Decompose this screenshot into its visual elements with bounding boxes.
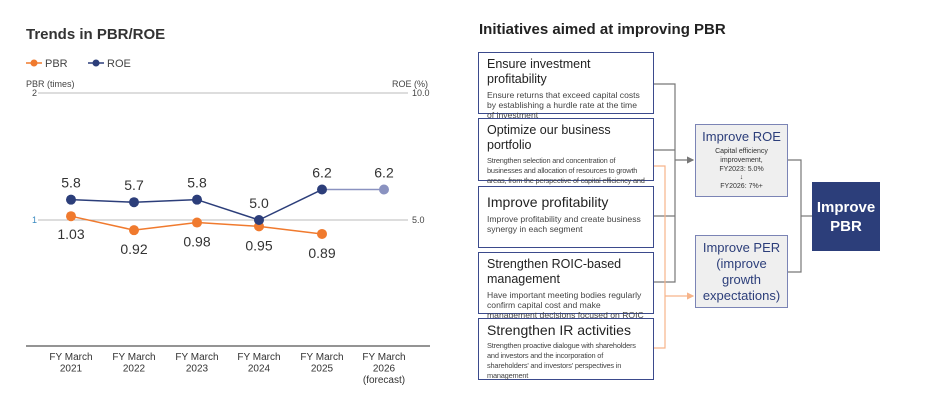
initiative-investment-profitability: Ensure investment profitability Ensure r… xyxy=(478,52,654,120)
initiative-profitability: Improve profitability Improve profitabil… xyxy=(478,186,654,248)
down-arrow-icon: ↓ xyxy=(739,174,744,181)
improve-per-box: Improve PER (improve growth expectations… xyxy=(695,235,788,308)
series-segment-pbr xyxy=(196,221,260,228)
data-point-roe xyxy=(192,194,202,205)
series-segment-roe xyxy=(133,198,198,203)
data-point-pbr xyxy=(129,225,139,236)
initiative-heading: Improve profitability xyxy=(487,194,609,210)
improve-pbr-title: Improve PBR xyxy=(816,198,876,235)
x-tick-label: 2022 xyxy=(123,364,146,375)
series-segment-roe xyxy=(70,198,135,203)
data-label-pbr: 0.92 xyxy=(120,241,147,257)
initiative-ir-activities: Strengthen IR activities Strengthen proa… xyxy=(478,318,654,380)
left-tick-label: 2 xyxy=(32,88,37,98)
initiative-roic-management: Strengthen ROIC-based management Have im… xyxy=(478,252,654,320)
initiative-text: Have important meeting bodies regularly … xyxy=(487,290,644,320)
data-point-pbr xyxy=(66,211,76,222)
initiative-text: Improve profitability and create busines… xyxy=(487,214,641,234)
x-tick-label: FY March xyxy=(237,352,280,363)
data-label-roe: 5.8 xyxy=(61,175,81,191)
series-segment-pbr xyxy=(133,221,198,231)
legend-label-pbr: PBR xyxy=(45,58,68,70)
data-point-roe xyxy=(129,197,139,208)
legend-marker xyxy=(92,59,100,67)
initiative-heading: Strengthen ROIC-based management xyxy=(487,257,622,286)
x-tick-label: FY March xyxy=(300,352,343,363)
data-point-roe xyxy=(317,184,327,195)
data-label-roe: 5.7 xyxy=(124,177,144,193)
data-label-pbr: 0.98 xyxy=(183,234,210,250)
improve-per-title: Improve PER (improve growth expectations… xyxy=(702,239,781,303)
series-segment-pbr xyxy=(70,215,135,231)
data-point-roe xyxy=(379,184,389,195)
improve-roe-title: Improve ROE xyxy=(702,129,781,144)
x-tick-label: FY March xyxy=(49,352,92,363)
roe-line-2: FY2023: 5.0% xyxy=(719,166,764,173)
data-label-pbr: 0.89 xyxy=(308,245,335,261)
improve-roe-box: Improve ROE Capital efficiency improveme… xyxy=(695,124,788,197)
left-axis-label: PBR (times) xyxy=(26,79,75,89)
data-label-pbr: 0.95 xyxy=(245,237,272,253)
initiative-text: Ensure returns that exceed capital costs… xyxy=(487,90,640,120)
roe-line-3: FY2026: 7%+ xyxy=(720,183,763,190)
x-tick-label: 2024 xyxy=(248,364,271,375)
right-tick-label: 10.0 xyxy=(412,88,430,98)
initiative-heading: Optimize our business portfolio xyxy=(487,123,611,152)
right-axis-label: ROE (%) xyxy=(392,79,428,89)
x-tick-label: 2026 xyxy=(373,364,396,375)
initiative-text: Strengthen proactive dialogue with share… xyxy=(487,341,636,380)
data-point-roe xyxy=(254,215,264,225)
right-tick-label: 5.0 xyxy=(412,215,425,225)
data-label-pbr: 1.03 xyxy=(57,226,84,242)
diagram-title: Initiatives aimed at improving PBR xyxy=(479,21,726,38)
initiative-heading: Strengthen IR activities xyxy=(487,322,631,338)
roe-line-1: Capital efficiency improvement, xyxy=(715,148,768,164)
improve-pbr-box: Improve PBR xyxy=(812,182,880,251)
series-segment-pbr xyxy=(258,225,323,235)
data-label-roe: 6.2 xyxy=(374,165,394,181)
chart-title: Trends in PBR/ROE xyxy=(26,26,166,43)
series-segment-roe xyxy=(196,198,260,221)
data-point-roe xyxy=(66,194,76,205)
x-tick-label: FY March xyxy=(112,352,155,363)
x-tick-label: (forecast) xyxy=(363,375,405,386)
left-tick-label: 1 xyxy=(32,215,37,225)
data-point-pbr xyxy=(192,217,202,228)
data-label-roe: 6.2 xyxy=(312,165,332,181)
orange-connector xyxy=(654,165,695,349)
x-tick-label: 2025 xyxy=(311,364,334,375)
x-tick-label: 2021 xyxy=(60,364,83,375)
initiative-heading: Ensure investment profitability xyxy=(487,57,591,86)
data-label-roe: 5.8 xyxy=(187,175,207,191)
legend-marker xyxy=(30,59,38,67)
data-point-pbr xyxy=(317,228,327,239)
x-tick-label: 2023 xyxy=(186,364,209,375)
data-label-roe: 5.0 xyxy=(249,195,269,211)
legend-label-roe: ROE xyxy=(107,58,131,70)
series-segment-roe xyxy=(258,188,323,221)
x-tick-label: FY March xyxy=(175,352,218,363)
x-tick-label: FY March xyxy=(362,352,405,363)
pbr-roe-chart: PBR ROE PBR (times) ROE (%) 2 10.0 1 5.0 FY Marc… xyxy=(26,58,430,386)
initiative-business-portfolio: Optimize our business portfolio Strength… xyxy=(478,118,654,195)
